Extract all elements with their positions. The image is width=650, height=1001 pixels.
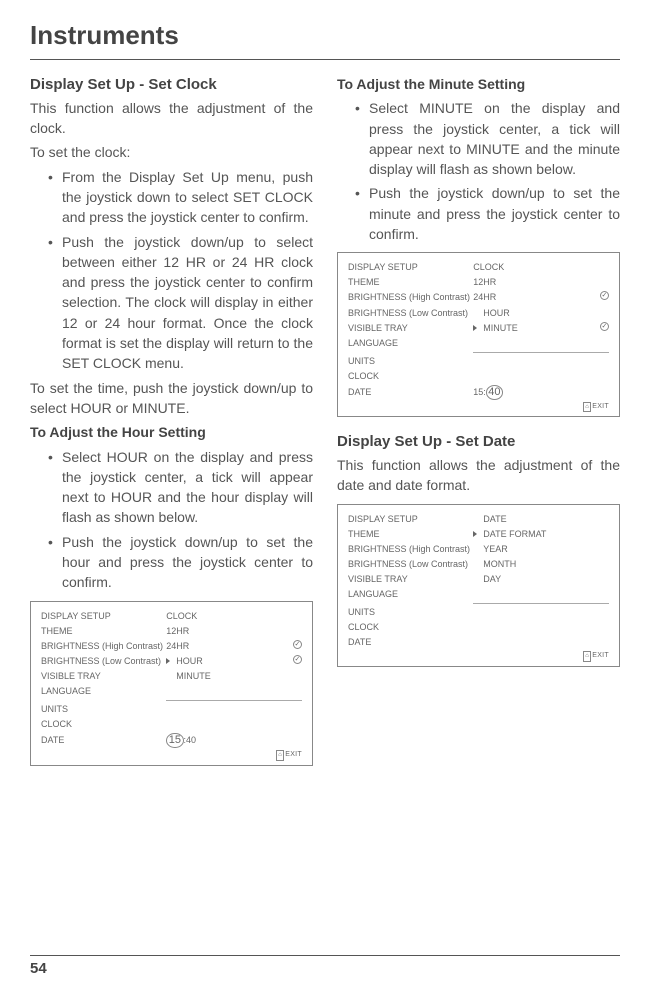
list-item: Push the joystick down/up to set the min… bbox=[355, 183, 620, 244]
db-cell: DATE FORMAT bbox=[473, 528, 577, 541]
exit-label: ⌂EXIT bbox=[348, 651, 609, 662]
footer-rule bbox=[30, 955, 620, 956]
db-cell: UNITS bbox=[41, 703, 166, 716]
page-number: 54 bbox=[30, 960, 620, 977]
check-icon bbox=[600, 291, 609, 300]
list-item: From the Display Set Up menu, push the j… bbox=[48, 167, 313, 228]
db-cell: HOUR bbox=[473, 307, 577, 320]
db-cell: 12HR bbox=[473, 276, 577, 289]
page-footer: 54 bbox=[30, 955, 620, 977]
db-cell: DATE bbox=[348, 386, 473, 399]
display-setup-minute: DISPLAY SETUP CLOCK THEME12HR BRIGHTNESS… bbox=[337, 252, 620, 417]
exit-icon: ⌂ bbox=[583, 402, 591, 413]
list-item: Select HOUR on the display and press the… bbox=[48, 447, 313, 528]
db-title: DISPLAY SETUP bbox=[41, 610, 166, 623]
exit-icon: ⌂ bbox=[583, 651, 591, 662]
db-title: DISPLAY SETUP bbox=[348, 513, 473, 526]
list-item: Push the joystick down/up to select betw… bbox=[48, 232, 313, 374]
clock-time: 15:40 bbox=[166, 733, 196, 748]
db-title: DISPLAY SETUP bbox=[348, 261, 473, 274]
db-cell: THEME bbox=[348, 276, 473, 289]
db-cell: BRIGHTNESS (High Contrast) bbox=[348, 543, 473, 556]
pointer-icon bbox=[473, 325, 477, 331]
db-cell: LANGUAGE bbox=[41, 685, 166, 698]
para: This function allows the adjustment of t… bbox=[337, 455, 620, 496]
list-item: Push the joystick down/up to set the hou… bbox=[48, 532, 313, 593]
db-cell: CLOCK bbox=[348, 621, 473, 634]
list-item: Select MINUTE on the display and press t… bbox=[355, 98, 620, 179]
heading-set-clock: Display Set Up - Set Clock bbox=[30, 74, 313, 96]
display-setup-hour: DISPLAY SETUP CLOCK THEME12HR BRIGHTNESS… bbox=[30, 601, 313, 766]
db-cell: YEAR bbox=[473, 543, 577, 556]
db-cell: HOUR bbox=[166, 655, 270, 668]
db-cell: THEME bbox=[348, 528, 473, 541]
page-title: Instruments bbox=[30, 20, 620, 51]
db-title-right: DATE bbox=[473, 513, 577, 526]
para: To set the time, push the joystick down/… bbox=[30, 378, 313, 419]
pointer-icon bbox=[166, 658, 170, 664]
db-cell: BRIGHTNESS (Low Contrast) bbox=[41, 655, 166, 668]
heading-adjust-hour: To Adjust the Hour Setting bbox=[30, 422, 313, 442]
db-cell: LANGUAGE bbox=[348, 337, 473, 350]
db-cell: 12HR bbox=[166, 625, 270, 638]
db-cell: UNITS bbox=[348, 606, 473, 619]
db-cell: BRIGHTNESS (High Contrast) bbox=[41, 640, 166, 653]
exit-icon: ⌂ bbox=[276, 750, 284, 761]
check-icon bbox=[600, 322, 609, 331]
db-cell: UNITS bbox=[348, 355, 473, 368]
heading-adjust-minute: To Adjust the Minute Setting bbox=[337, 74, 620, 94]
db-cell: BRIGHTNESS (Low Contrast) bbox=[348, 307, 473, 320]
db-title-right: CLOCK bbox=[473, 261, 577, 274]
heading-set-date: Display Set Up - Set Date bbox=[337, 431, 620, 453]
two-column-layout: Display Set Up - Set Clock This function… bbox=[30, 74, 620, 780]
db-cell: BRIGHTNESS (Low Contrast) bbox=[348, 558, 473, 571]
check-icon bbox=[293, 655, 302, 664]
right-column: To Adjust the Minute Setting Select MINU… bbox=[337, 74, 620, 780]
exit-label: ⌂EXIT bbox=[41, 750, 302, 761]
left-column: Display Set Up - Set Clock This function… bbox=[30, 74, 313, 780]
db-cell: MINUTE bbox=[166, 670, 270, 683]
db-cell: CLOCK bbox=[41, 718, 166, 731]
pointer-icon bbox=[473, 531, 477, 537]
db-cell: THEME bbox=[41, 625, 166, 638]
title-rule bbox=[30, 59, 620, 60]
db-cell: VISIBLE TRAY bbox=[348, 573, 473, 586]
clock-time: 15:40 bbox=[473, 385, 503, 400]
para: This function allows the adjustment of t… bbox=[30, 98, 313, 139]
db-cell: DATE bbox=[41, 734, 166, 747]
exit-label: ⌂EXIT bbox=[348, 402, 609, 413]
db-cell: 24HR bbox=[166, 640, 270, 653]
db-cell: VISIBLE TRAY bbox=[41, 670, 166, 683]
db-title-right: CLOCK bbox=[166, 610, 270, 623]
check-icon bbox=[293, 640, 302, 649]
db-cell: 24HR bbox=[473, 291, 577, 304]
db-cell: LANGUAGE bbox=[348, 588, 473, 601]
db-cell: MINUTE bbox=[473, 322, 577, 335]
db-cell: DATE bbox=[348, 636, 473, 649]
db-cell: VISIBLE TRAY bbox=[348, 322, 473, 335]
para: To set the clock: bbox=[30, 142, 313, 162]
db-cell: MONTH bbox=[473, 558, 577, 571]
db-cell: CLOCK bbox=[348, 370, 473, 383]
db-cell: BRIGHTNESS (High Contrast) bbox=[348, 291, 473, 304]
display-setup-date: DISPLAY SETUP DATE THEMEDATE FORMAT BRIG… bbox=[337, 504, 620, 667]
db-cell: DAY bbox=[473, 573, 577, 586]
